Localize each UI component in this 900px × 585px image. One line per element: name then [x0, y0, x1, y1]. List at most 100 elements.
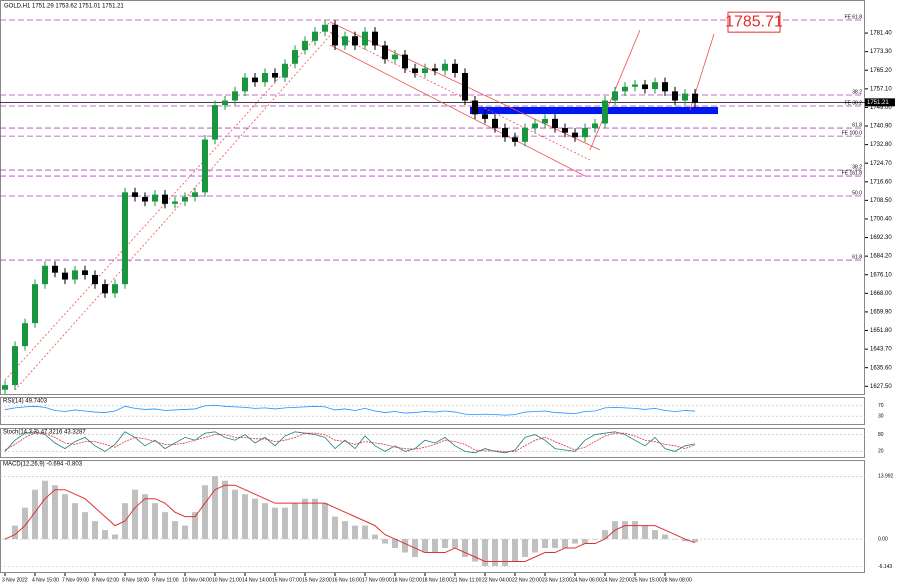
y-tick-label: 1684.20: [870, 254, 892, 260]
y-tick-label: 1740.90: [870, 124, 892, 130]
macd-bar: [292, 503, 298, 540]
macd-bar: [312, 498, 318, 540]
x-tick-label: 16 Nov 16:00: [332, 577, 362, 583]
macd-bar: [652, 530, 658, 540]
macd-bar: [602, 530, 608, 540]
macd-bar: [622, 521, 628, 540]
candle-body: [482, 114, 488, 119]
macd-bar: [452, 539, 458, 549]
channel-line: [329, 44, 586, 177]
candle-body: [22, 323, 28, 347]
y-tick-label: 1781.40: [870, 31, 892, 37]
macd-bar: [442, 539, 448, 549]
macd-bar: [52, 485, 58, 540]
y-tick-label: 1732.80: [870, 142, 892, 148]
candle-body: [32, 284, 38, 324]
candle-body: [312, 31, 318, 41]
last-price-label: 1751.21: [867, 100, 889, 106]
macd-bar: [462, 539, 468, 558]
macd-bar: [352, 525, 358, 540]
candle-body: [622, 86, 628, 92]
x-tick-label: 10 Nov 04:00: [182, 577, 212, 583]
candle-body: [72, 270, 78, 280]
candle-body: [352, 36, 358, 46]
y-tick-label: 1749.00: [870, 105, 892, 111]
macd-bar: [222, 480, 228, 540]
macd-bar: [362, 525, 368, 540]
x-tick-label: 18 Nov 02:00: [392, 577, 422, 583]
fib-label: FE 38.2: [844, 100, 862, 106]
macd-bar: [262, 503, 268, 540]
rsi-line: [4, 404, 696, 416]
candle-body: [332, 24, 338, 46]
panel-tick-label: 13.992: [878, 474, 894, 480]
macd-bar: [552, 539, 558, 549]
macd-bar: [422, 539, 428, 553]
x-tick-label: 22 Nov 04:00: [482, 577, 512, 583]
macd-bar: [192, 512, 198, 540]
zone: [470, 106, 718, 115]
y-tick-label: 1757.10: [870, 86, 892, 92]
candle-body: [692, 93, 698, 103]
macd-bar: [272, 507, 278, 540]
macd-bar: [522, 539, 528, 558]
candle-body: [522, 128, 528, 142]
candle-body: [662, 82, 668, 92]
macd-bar: [82, 512, 88, 540]
candle-body: [162, 194, 168, 204]
candle-body: [292, 50, 298, 64]
x-tick-label: 22 Nov 20:00: [512, 577, 542, 583]
frames: [0, 0, 865, 573]
y-tick-label: 1668.00: [870, 291, 892, 297]
macd-bar: [502, 539, 508, 566]
x-tick-label: 28 Nov 08:00: [662, 577, 692, 583]
macd-bar: [142, 494, 148, 540]
stoch-d: [4, 432, 696, 452]
macd-bar: [62, 494, 68, 540]
stoch-label: Stoch(14,3,3) 47.3216 43.3287: [3, 430, 86, 436]
candle-body: [392, 54, 398, 60]
x-tick-label: 10 Nov 21:00: [212, 577, 242, 583]
x-tick-label: 23 Nov 13:00: [542, 577, 572, 583]
chart-title: GOLD,H1 1751.29 1753.62 1751.01 1751.21: [4, 4, 124, 10]
macd-bar: [672, 539, 678, 540]
panel-tick-label: 30: [878, 414, 884, 420]
macd-bar: [22, 507, 28, 540]
candle-body: [362, 31, 368, 46]
last-price-box: [865, 98, 895, 107]
candle-body: [102, 284, 108, 294]
candle-body: [532, 123, 538, 129]
macd-bar: [172, 521, 178, 540]
panel-tick-label: 20: [878, 449, 884, 455]
candle-body: [192, 192, 198, 197]
macd-bar: [432, 539, 438, 553]
fib-label: FE 100.0: [842, 130, 863, 136]
candle-body: [612, 91, 618, 101]
macd-bar: [542, 539, 548, 549]
x-tick-label: 25 Nov 15:00: [632, 577, 662, 583]
x-tick-label: 17 Nov 09:00: [362, 577, 392, 583]
macd-bar: [232, 489, 238, 540]
macd-bar: [532, 539, 538, 553]
main-frame: [0, 0, 865, 395]
macd-bar: [42, 480, 48, 540]
y-tick-label: 1716.60: [870, 179, 892, 185]
candle-body: [562, 128, 568, 133]
macd-bar: [152, 503, 158, 540]
fib-label: 38.2: [852, 164, 862, 170]
candle-body: [442, 63, 448, 71]
candle-body: [172, 201, 178, 204]
y-tick-label: 1724.70: [870, 161, 892, 167]
x-tick-label: 24 Nov 06:00: [572, 577, 602, 583]
x-tick-label: 8 Nov 18:00: [122, 577, 149, 583]
candle-body: [42, 265, 48, 285]
candle-body: [82, 270, 88, 275]
candle-body: [472, 100, 478, 115]
candle-body: [682, 93, 688, 101]
x-tick-label: 15 Nov 23:00: [302, 577, 332, 583]
macd-frame: [0, 460, 865, 573]
macd-bar: [12, 525, 18, 540]
x-tick-label: 9 Nov 11:00: [152, 577, 179, 583]
macd-bar: [282, 507, 288, 540]
